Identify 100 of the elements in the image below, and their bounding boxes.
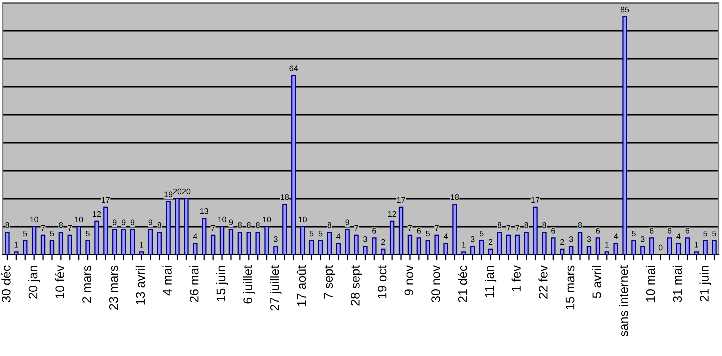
bar [614, 243, 618, 255]
bar [452, 204, 458, 255]
bar [694, 252, 699, 255]
data-label: 10 [30, 216, 38, 223]
bar [470, 246, 476, 255]
x-tick-label: 26 mai [190, 266, 199, 302]
bar [264, 226, 270, 255]
data-label: 7 [68, 225, 72, 231]
data-label: 8 [59, 222, 64, 228]
bar [50, 240, 55, 255]
data-label: 7 [354, 225, 358, 231]
data-label: 10 [218, 216, 226, 223]
bar [372, 238, 377, 255]
bar [274, 246, 278, 255]
data-label: 9 [148, 220, 153, 226]
x-tick-label: 30 nov [432, 265, 440, 302]
data-label: 12 [93, 211, 102, 217]
data-label: 9 [229, 220, 234, 226]
data-label: 6 [668, 228, 672, 234]
bar [462, 252, 466, 255]
x-tick-label: 21 déc [458, 266, 468, 302]
data-label: 10 [263, 216, 272, 223]
bar [166, 201, 171, 255]
x-tick-label: 11 jan [484, 266, 497, 298]
bar [68, 234, 72, 255]
bar [604, 252, 610, 255]
data-label: 13 [200, 208, 208, 214]
bar [309, 240, 314, 255]
x-tick-label: 5 avril [592, 266, 602, 298]
data-label: 5 [704, 231, 708, 237]
bar [586, 246, 592, 255]
x-tick-label: 17 août [296, 266, 306, 306]
data-label: 5 [50, 231, 54, 237]
bar [712, 240, 717, 255]
data-label: 8 [524, 222, 528, 228]
data-label: 85 [620, 6, 630, 13]
data-label: 10 [75, 216, 84, 223]
bar [14, 252, 19, 255]
x-tick-label: 7 sept [324, 266, 336, 299]
data-label: 12 [388, 211, 396, 217]
bar [381, 248, 386, 255]
x-tick-label: 31 mai [672, 266, 682, 302]
data-label: 6 [372, 228, 376, 234]
data-label: 8 [498, 222, 502, 228]
bar [148, 229, 154, 255]
x-tick-label: 2 mars [82, 266, 92, 303]
bar [292, 75, 296, 255]
bar [5, 232, 10, 255]
bar [300, 226, 306, 255]
data-label: 8 [542, 222, 546, 228]
bar [86, 240, 90, 255]
bar [390, 220, 395, 255]
x-tick-label: 20 jan [28, 266, 40, 299]
bar [416, 238, 422, 255]
x-tick-label: 9 nov [404, 265, 414, 296]
x-tick-label: 15 mars [566, 266, 575, 310]
data-label: 9 [130, 220, 135, 226]
data-label: 5 [23, 231, 28, 237]
bar [121, 229, 126, 255]
x-tick-label: 10 mai [646, 266, 656, 302]
x-tick-label: 27 juillet [270, 266, 282, 311]
bar [210, 234, 216, 255]
data-label: 5 [426, 231, 430, 237]
x-tick-label: 10 fév [55, 265, 65, 299]
data-label: 3 [640, 236, 645, 242]
bar [238, 232, 243, 255]
bar [568, 246, 574, 255]
bar [94, 220, 100, 255]
bar [282, 204, 288, 255]
bar [130, 229, 136, 255]
data-label: 6 [650, 228, 654, 234]
bar [228, 229, 234, 255]
data-label: 5 [480, 231, 484, 237]
bar [32, 226, 37, 255]
data-label: 20 [182, 188, 191, 195]
data-label: 17 [397, 197, 406, 203]
bar [23, 240, 28, 255]
data-label: 2 [488, 239, 493, 245]
data-label: 3 [470, 236, 475, 242]
data-label: 9 [122, 220, 126, 226]
data-label: 1 [462, 242, 466, 248]
x-tick-label: sans internet [619, 266, 628, 337]
data-label: 7 [506, 225, 511, 231]
data-label: 64 [290, 66, 298, 72]
bar [363, 246, 368, 255]
data-label: 6 [596, 228, 600, 234]
data-label: 7 [408, 225, 412, 231]
data-label: 20 [173, 188, 182, 195]
x-tick-label: 19 oct [378, 266, 387, 299]
bar [434, 234, 440, 255]
data-label: 8 [256, 222, 260, 228]
data-label: 3 [274, 236, 278, 242]
bar [596, 238, 601, 255]
data-label: 8 [158, 222, 162, 228]
bar [542, 232, 547, 255]
bar [193, 243, 198, 255]
data-label: 17 [102, 197, 110, 203]
data-label: 7 [41, 225, 46, 231]
bar [354, 234, 359, 255]
bar [667, 238, 672, 255]
